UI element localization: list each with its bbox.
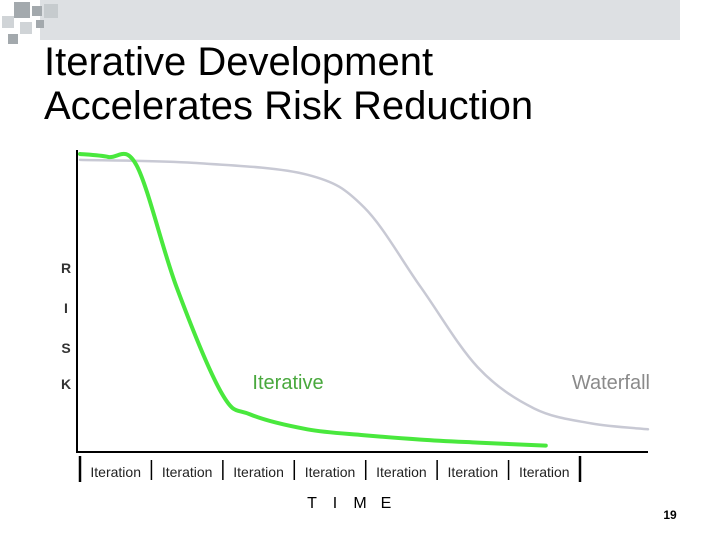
x-axis-letter: T bbox=[307, 495, 317, 512]
corner-square bbox=[20, 22, 32, 34]
x-axis-letter: E bbox=[381, 495, 392, 512]
y-axis-letter: R bbox=[61, 260, 71, 276]
chart-axes bbox=[76, 150, 648, 453]
iteration-label: Iteration bbox=[90, 464, 141, 480]
corner-square bbox=[8, 34, 18, 44]
title-line-2: Accelerates Risk Reduction bbox=[44, 84, 534, 128]
corner-square bbox=[44, 4, 58, 18]
series-labels: Iterative Waterfall bbox=[252, 372, 650, 394]
iteration-label: Iteration bbox=[519, 464, 570, 480]
waterfall-series-label: Waterfall bbox=[572, 372, 650, 394]
iteration-label: Iteration bbox=[448, 464, 499, 480]
iteration-label: Iteration bbox=[305, 464, 356, 480]
x-axis-letter: M bbox=[353, 495, 366, 512]
iteration-label: Iteration bbox=[376, 464, 427, 480]
y-axis-letter: I bbox=[64, 300, 68, 316]
page-number: 19 bbox=[663, 508, 677, 522]
y-axis-label: R I S K bbox=[61, 260, 71, 392]
y-axis-letter: K bbox=[61, 376, 71, 392]
iterative-series-label: Iterative bbox=[252, 372, 323, 394]
iteration-labels: Iteration Iteration Iteration Iteration Iter… bbox=[78, 456, 582, 482]
y-axis-letter: S bbox=[61, 340, 70, 356]
corner-square bbox=[2, 16, 14, 28]
iteration-label: Iteration bbox=[162, 464, 213, 480]
corner-square bbox=[32, 6, 42, 16]
series-lines bbox=[78, 151, 650, 448]
corner-square bbox=[36, 20, 44, 28]
header-band bbox=[40, 0, 680, 40]
x-axis-letter: I bbox=[333, 495, 337, 512]
title-line-1: Iterative Development bbox=[44, 40, 434, 84]
slide-title: Iterative Development Accelerates Risk R… bbox=[44, 40, 684, 128]
waterfall-series-line bbox=[78, 158, 650, 431]
iterative-series-line bbox=[78, 151, 548, 448]
iteration-label: Iteration bbox=[233, 464, 284, 480]
corner-square bbox=[14, 2, 30, 18]
